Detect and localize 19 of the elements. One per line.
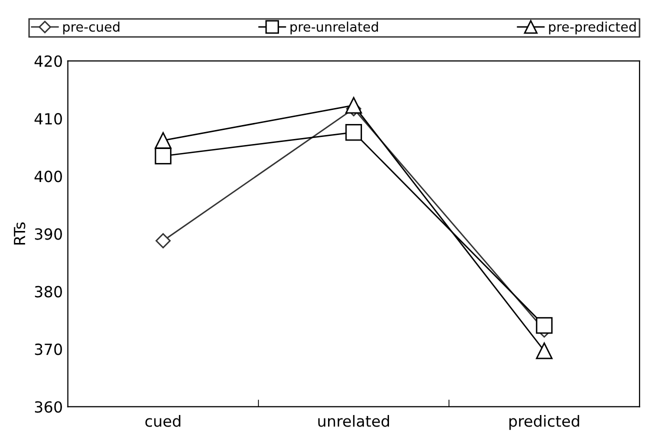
point [345,124,362,141]
legend-label: pre-cued [63,22,120,34]
y-tick-label: 390 [34,228,62,240]
legend-label: pre-predicted [549,22,636,34]
point [345,96,362,114]
legend-label: pre-unrelated [290,22,378,34]
x-tick-label: predicted [509,415,580,430]
y-tick-label: 410 [34,113,62,125]
x-tick-label: unrelated [318,415,389,427]
y-tick-label: 370 [34,344,62,356]
y-tick-label: 400 [34,170,62,182]
y-tick-label: 360 [34,401,62,413]
x-tick-label: cued [145,415,180,427]
y-axis-title: RTs [14,222,26,244]
point [536,317,553,334]
y-tick-label: 420 [34,55,62,67]
point [536,342,553,360]
point [156,233,171,248]
y-tick-label: 380 [34,286,62,298]
